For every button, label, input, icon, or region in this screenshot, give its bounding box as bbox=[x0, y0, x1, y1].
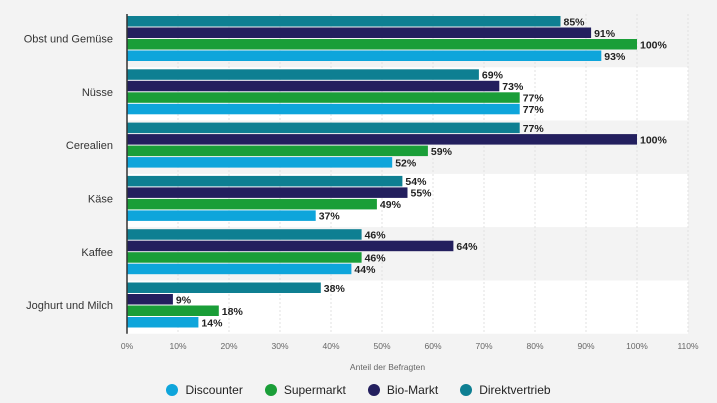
x-tick-label: 30% bbox=[271, 341, 288, 351]
value-label: 18% bbox=[222, 306, 244, 318]
bar-direktvertrieb[interactable] bbox=[127, 229, 362, 240]
category-label: Obst und Gemüse bbox=[24, 34, 113, 46]
value-label: 37% bbox=[319, 211, 341, 223]
bar-bio-markt[interactable] bbox=[127, 80, 500, 92]
value-label: 100% bbox=[640, 39, 668, 51]
bar-bio-markt[interactable] bbox=[127, 134, 637, 145]
bar-supermarkt[interactable] bbox=[127, 145, 428, 157]
value-label: 38% bbox=[324, 283, 346, 295]
bar-discounter[interactable] bbox=[127, 263, 352, 275]
bar-bio-markt[interactable] bbox=[127, 294, 173, 305]
bar-bio-markt[interactable] bbox=[127, 27, 592, 39]
category-label: Nüsse bbox=[82, 87, 113, 99]
legend-dot-icon bbox=[460, 384, 473, 396]
bar-supermarkt[interactable] bbox=[127, 39, 637, 50]
value-label: 14% bbox=[201, 317, 223, 329]
value-label: 85% bbox=[564, 16, 586, 28]
x-axis-title: Anteil der Befragten bbox=[350, 362, 425, 372]
value-label: 64% bbox=[456, 241, 478, 253]
bar-supermarkt[interactable] bbox=[127, 252, 362, 263]
x-tick-label: 40% bbox=[322, 341, 339, 351]
value-label: 54% bbox=[405, 176, 427, 188]
bar-direktvertrieb[interactable] bbox=[127, 16, 561, 27]
legend-label: Bio-Markt bbox=[386, 383, 439, 397]
value-label: 55% bbox=[411, 188, 433, 200]
value-label: 91% bbox=[594, 28, 616, 40]
bar-discounter[interactable] bbox=[127, 50, 602, 62]
bar-discounter[interactable] bbox=[127, 317, 199, 328]
legend-dot-icon bbox=[264, 384, 277, 396]
value-label: 69% bbox=[482, 70, 504, 82]
x-tick-label: 10% bbox=[169, 341, 186, 351]
bar-supermarkt[interactable] bbox=[127, 305, 219, 317]
bar-supermarkt[interactable] bbox=[127, 92, 520, 103]
x-tick-label: 100% bbox=[626, 341, 648, 351]
value-label: 73% bbox=[502, 81, 524, 93]
category-label: Käse bbox=[88, 193, 113, 205]
bar-direktvertrieb[interactable] bbox=[127, 122, 520, 134]
x-tick-label: 60% bbox=[424, 341, 441, 351]
legend-label: Discounter bbox=[185, 383, 243, 397]
x-tick-label: 110% bbox=[677, 341, 699, 351]
x-tick-label: 90% bbox=[577, 341, 594, 351]
value-label: 49% bbox=[380, 199, 402, 211]
value-label: 46% bbox=[365, 252, 387, 264]
bar-direktvertrieb[interactable] bbox=[127, 175, 403, 187]
x-tick-label: 50% bbox=[373, 341, 390, 351]
legend-item[interactable]: Discounter bbox=[166, 383, 243, 397]
value-label: 100% bbox=[640, 134, 668, 146]
bar-discounter[interactable] bbox=[127, 103, 520, 115]
bar-supermarkt[interactable] bbox=[127, 198, 377, 210]
value-label: 93% bbox=[604, 51, 626, 63]
value-label: 44% bbox=[354, 264, 376, 276]
legend-dot-icon bbox=[166, 384, 179, 396]
value-label: 77% bbox=[523, 104, 545, 116]
x-tick-label: 0% bbox=[121, 341, 134, 351]
category-label: Joghurt und Milch bbox=[26, 300, 113, 312]
bar-bio-markt[interactable] bbox=[127, 187, 408, 198]
legend: Discounter Supermarkt Bio-Markt Direktvertr… bbox=[0, 383, 717, 397]
bar-discounter[interactable] bbox=[127, 210, 316, 221]
legend-label: Direktvertrieb bbox=[479, 383, 551, 397]
bar-discounter[interactable] bbox=[127, 157, 393, 168]
value-label: 77% bbox=[523, 123, 545, 135]
value-label: 52% bbox=[395, 157, 417, 169]
bar-direktvertrieb[interactable] bbox=[127, 69, 479, 80]
bar-bio-markt[interactable] bbox=[127, 240, 454, 252]
value-label: 77% bbox=[523, 93, 545, 105]
legend-item[interactable]: Supermarkt bbox=[264, 383, 346, 397]
value-label: 9% bbox=[176, 294, 192, 306]
chart: 0% 10% 20% 30% 40% 50% 60% 70% 80% 90% 100% 110% Obs… bbox=[24, 14, 699, 372]
value-label: 59% bbox=[431, 146, 453, 158]
x-tick-label: 80% bbox=[526, 341, 543, 351]
category-label: Kaffee bbox=[81, 247, 113, 259]
x-tick-label: 70% bbox=[475, 341, 492, 351]
legend-item[interactable]: Bio-Markt bbox=[367, 383, 439, 397]
legend-label: Supermarkt bbox=[283, 383, 346, 397]
category-label: Cerealien bbox=[66, 140, 113, 152]
x-tick-label: 20% bbox=[220, 341, 237, 351]
value-label: 46% bbox=[365, 229, 387, 241]
bar-direktvertrieb[interactable] bbox=[127, 282, 321, 294]
legend-dot-icon bbox=[367, 384, 380, 396]
legend-item[interactable]: Direktvertrieb bbox=[460, 383, 551, 397]
